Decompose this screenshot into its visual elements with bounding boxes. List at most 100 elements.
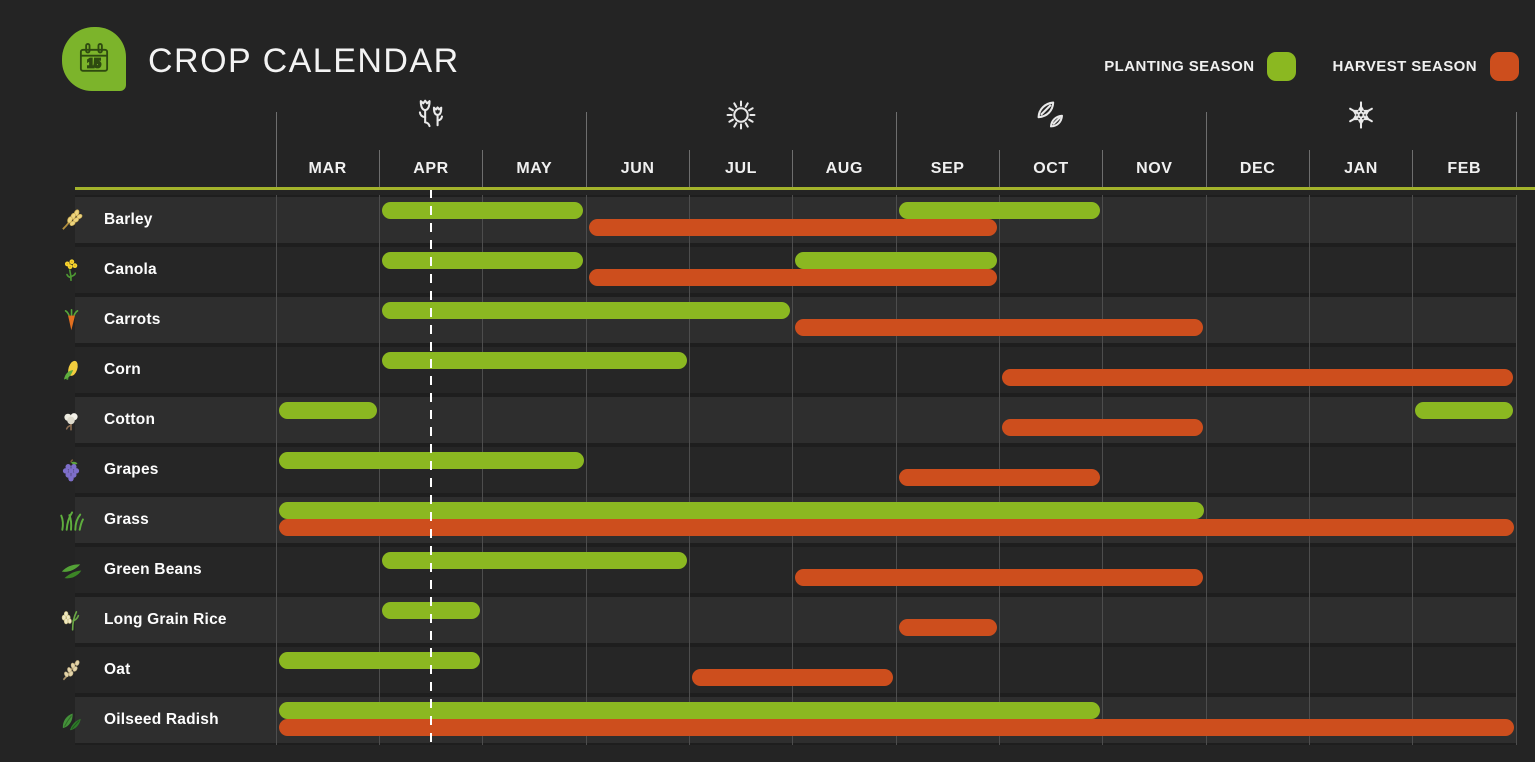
month-boundary-tick <box>792 150 794 188</box>
gridline <box>1205 195 1207 745</box>
month-boundary-tick <box>1308 150 1310 188</box>
harvest-bar-cotton <box>1001 419 1204 436</box>
month-boundary-tick <box>482 150 484 188</box>
planting-bar-barley <box>381 202 584 219</box>
planting-bar-canola <box>795 252 997 269</box>
harvest-bar-grapes <box>898 469 1101 486</box>
crop-label-carrots: Carrots <box>104 311 161 328</box>
gridline <box>1412 195 1414 745</box>
harvest-bar-grass <box>278 519 1514 536</box>
harvest-bar-canola <box>588 269 997 286</box>
crop-label-barley: Barley <box>104 211 153 228</box>
planting-bar-cotton <box>1415 402 1514 419</box>
harvest-bar-green-beans <box>795 569 1204 586</box>
harvest-bar-barley <box>588 219 997 236</box>
page-title: CROP CALENDAR <box>148 42 460 80</box>
row-stripe-long-grain-rice <box>75 597 1516 643</box>
month-label-aug: AUG <box>825 160 863 177</box>
cotton-icon <box>58 407 84 433</box>
month-boundary-tick <box>895 112 897 188</box>
legend: PLANTING SEASON HARVEST SEASON <box>1104 52 1519 81</box>
crop-label-oat: Oat <box>104 661 131 678</box>
crop-label-green-beans: Green Beans <box>104 561 202 578</box>
header-divider-line <box>75 187 1535 190</box>
planting-bar-grass <box>278 502 1204 519</box>
month-boundary-tick <box>1205 112 1207 188</box>
month-label-mar: MAR <box>308 160 347 177</box>
gridline <box>1308 195 1310 745</box>
planting-bar-canola <box>381 252 584 269</box>
gridline <box>1102 195 1104 745</box>
planting-bar-oilseed-radish <box>278 702 1101 719</box>
month-label-dec: DEC <box>1239 160 1276 177</box>
radish-icon <box>58 707 84 733</box>
barley-icon <box>58 207 84 233</box>
month-boundary-tick <box>688 150 690 188</box>
today-marker-line <box>429 189 433 749</box>
green-beans-icon <box>58 557 84 583</box>
planting-bar-oat <box>278 652 481 669</box>
month-label-sep: SEP <box>930 160 965 177</box>
harvest-bar-carrots <box>795 319 1204 336</box>
planting-season-label: PLANTING SEASON <box>1104 58 1255 75</box>
planting-season-swatch <box>1267 52 1297 81</box>
corn-icon <box>58 357 84 383</box>
harvest-bar-oilseed-radish <box>278 719 1514 736</box>
planting-bar-barley <box>898 202 1101 219</box>
planting-bar-cotton <box>278 402 377 419</box>
month-boundary-tick <box>378 150 380 188</box>
month-boundary-tick <box>275 112 277 188</box>
month-label-jan: JAN <box>1344 160 1378 177</box>
month-boundary-tick <box>1515 112 1517 188</box>
planting-bar-green-beans <box>381 552 687 569</box>
calendar-logo-icon: 15 <box>62 27 126 91</box>
month-label-jun: JUN <box>620 160 655 177</box>
harvest-bar-oat <box>691 669 894 686</box>
crop-label-cotton: Cotton <box>104 411 156 428</box>
gridline <box>792 195 794 745</box>
snowflake-icon <box>1342 96 1380 134</box>
harvest-bar-corn <box>1001 369 1514 386</box>
harvest-bar-long-grain-rice <box>898 619 997 636</box>
oat-icon <box>58 657 84 683</box>
month-label-may: MAY <box>516 160 553 177</box>
row-stripe-green-beans <box>75 547 1516 593</box>
sun-icon <box>722 96 760 134</box>
planting-bar-corn <box>381 352 687 369</box>
harvest-season-swatch <box>1490 52 1519 81</box>
grapes-icon <box>58 457 84 483</box>
grass-icon <box>58 507 84 533</box>
month-label-feb: FEB <box>1447 160 1482 177</box>
canola-icon <box>58 257 84 283</box>
month-label-jul: JUL <box>724 160 757 177</box>
crop-label-grapes: Grapes <box>104 461 159 478</box>
flower-icon <box>412 96 450 134</box>
month-boundary-tick <box>1102 150 1104 188</box>
gridline <box>585 195 587 745</box>
carrot-icon <box>58 307 84 333</box>
leaves-icon <box>1032 96 1070 134</box>
rice-icon <box>58 607 84 633</box>
crop-label-corn: Corn <box>104 361 141 378</box>
gridline <box>275 195 277 745</box>
month-label-nov: NOV <box>1136 160 1173 177</box>
month-boundary-tick <box>585 112 587 188</box>
gridline <box>378 195 380 745</box>
logo-day-number: 15 <box>87 57 101 71</box>
month-boundary-tick <box>998 150 1000 188</box>
harvest-season-label: HARVEST SEASON <box>1332 58 1477 75</box>
gridline <box>895 195 897 745</box>
crop-label-oilseed-radish: Oilseed Radish <box>104 711 219 728</box>
planting-bar-carrots <box>381 302 791 319</box>
crop-label-canola: Canola <box>104 261 157 278</box>
month-label-oct: OCT <box>1033 160 1069 177</box>
crop-label-long-grain-rice: Long Grain Rice <box>104 611 227 628</box>
crop-label-grass: Grass <box>104 511 149 528</box>
row-stripe-carrots <box>75 297 1516 343</box>
gridline <box>482 195 484 745</box>
month-boundary-tick <box>1412 150 1414 188</box>
gridline <box>1515 195 1517 745</box>
gridline <box>688 195 690 745</box>
month-label-apr: APR <box>413 160 449 177</box>
